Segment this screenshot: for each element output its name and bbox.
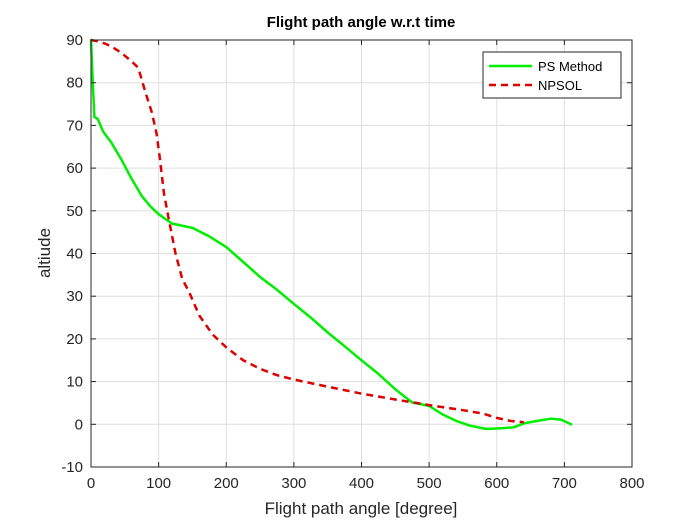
y-tick-label: 80 (66, 75, 83, 92)
y-axis-label: altiude (35, 228, 54, 278)
legend: PS Method NPSOL (482, 51, 622, 99)
y-tick-label: 70 (66, 117, 83, 134)
y-tick-label: 10 (66, 374, 83, 391)
y-tick-label: 20 (66, 331, 83, 348)
x-tick-label: 500 (417, 475, 442, 492)
y-tick-label: 30 (66, 288, 83, 305)
x-tick-label: 300 (281, 475, 306, 492)
x-tick-label: 100 (146, 475, 171, 492)
y-tick-label: 90 (66, 32, 83, 49)
legend-label: NPSOL (538, 78, 582, 93)
y-tick-label: 60 (66, 160, 83, 177)
x-tick-label: 800 (619, 475, 644, 492)
y-tick-label: 50 (66, 203, 83, 220)
y-tick-label: 40 (66, 246, 83, 263)
series-line-ps-method (89, 38, 573, 431)
x-tick-label: 0 (87, 475, 95, 492)
series-group (89, 38, 573, 431)
y-tick-label: 0 (75, 416, 83, 433)
chart-title: Flight path angle w.r.t time (267, 14, 456, 31)
y-ticks: -10 0 10 20 30 40 50 60 70 80 90 (61, 32, 632, 476)
legend-box (482, 51, 622, 99)
x-tick-label: 200 (214, 475, 239, 492)
series-line-npsol (90, 38, 524, 424)
grid (90, 39, 633, 468)
x-tick-label: 600 (484, 475, 509, 492)
x-tick-label: 400 (349, 475, 374, 492)
x-ticks: 0 100 200 300 400 500 600 700 800 (87, 40, 645, 492)
legend-label: PS Method (538, 59, 602, 74)
x-tick-label: 700 (552, 475, 577, 492)
y-tick-label: -10 (61, 459, 83, 476)
x-axis-label: Flight path angle [degree] (265, 499, 458, 518)
